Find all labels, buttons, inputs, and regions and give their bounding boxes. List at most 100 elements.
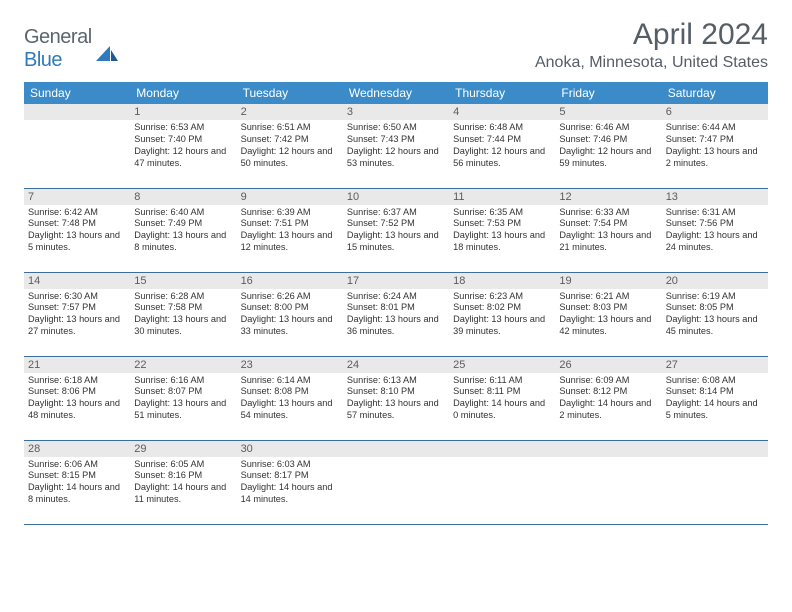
- day-number: 18: [449, 273, 555, 289]
- sunrise-line: Sunrise: 6:46 AM: [559, 122, 657, 134]
- calendar-cell: 1Sunrise: 6:53 AMSunset: 7:40 PMDaylight…: [130, 104, 236, 188]
- day-body: Sunrise: 6:37 AMSunset: 7:52 PMDaylight:…: [343, 205, 449, 259]
- daylight-line: Daylight: 13 hours and 51 minutes.: [134, 398, 232, 422]
- day-body: Sunrise: 6:46 AMSunset: 7:46 PMDaylight:…: [555, 120, 661, 174]
- daylight-line: Daylight: 14 hours and 2 minutes.: [559, 398, 657, 422]
- day-number: 20: [662, 273, 768, 289]
- sunset-line: Sunset: 7:58 PM: [134, 302, 232, 314]
- sunset-line: Sunset: 8:03 PM: [559, 302, 657, 314]
- sunset-line: Sunset: 7:53 PM: [453, 218, 551, 230]
- day-header: Friday: [555, 82, 661, 104]
- calendar-cell: 15Sunrise: 6:28 AMSunset: 7:58 PMDayligh…: [130, 272, 236, 356]
- daylight-line: Daylight: 13 hours and 36 minutes.: [347, 314, 445, 338]
- day-body: Sunrise: 6:09 AMSunset: 8:12 PMDaylight:…: [555, 373, 661, 427]
- day-header: Tuesday: [237, 82, 343, 104]
- sunrise-line: Sunrise: 6:06 AM: [28, 459, 126, 471]
- calendar-cell: 27Sunrise: 6:08 AMSunset: 8:14 PMDayligh…: [662, 356, 768, 440]
- sunset-line: Sunset: 8:07 PM: [134, 386, 232, 398]
- sunrise-line: Sunrise: 6:35 AM: [453, 207, 551, 219]
- sunrise-line: Sunrise: 6:30 AM: [28, 291, 126, 303]
- calendar-cell: 4Sunrise: 6:48 AMSunset: 7:44 PMDaylight…: [449, 104, 555, 188]
- daylight-line: Daylight: 13 hours and 15 minutes.: [347, 230, 445, 254]
- day-number: 15: [130, 273, 236, 289]
- day-number: 11: [449, 189, 555, 205]
- day-number: 17: [343, 273, 449, 289]
- calendar-cell: 5Sunrise: 6:46 AMSunset: 7:46 PMDaylight…: [555, 104, 661, 188]
- day-body: Sunrise: 6:24 AMSunset: 8:01 PMDaylight:…: [343, 289, 449, 343]
- calendar-cell: 20Sunrise: 6:19 AMSunset: 8:05 PMDayligh…: [662, 272, 768, 356]
- day-number: 29: [130, 441, 236, 457]
- sunset-line: Sunset: 8:14 PM: [666, 386, 764, 398]
- sunrise-line: Sunrise: 6:11 AM: [453, 375, 551, 387]
- sunset-line: Sunset: 8:05 PM: [666, 302, 764, 314]
- daylight-line: Daylight: 13 hours and 18 minutes.: [453, 230, 551, 254]
- calendar-cell: 8Sunrise: 6:40 AMSunset: 7:49 PMDaylight…: [130, 188, 236, 272]
- daylight-line: Daylight: 13 hours and 21 minutes.: [559, 230, 657, 254]
- sunset-line: Sunset: 8:00 PM: [241, 302, 339, 314]
- day-number: 23: [237, 357, 343, 373]
- sunrise-line: Sunrise: 6:21 AM: [559, 291, 657, 303]
- calendar-week: 21Sunrise: 6:18 AMSunset: 8:06 PMDayligh…: [24, 356, 768, 440]
- day-body: [343, 457, 449, 507]
- sunset-line: Sunset: 7:42 PM: [241, 134, 339, 146]
- day-body: Sunrise: 6:16 AMSunset: 8:07 PMDaylight:…: [130, 373, 236, 427]
- sunset-line: Sunset: 7:56 PM: [666, 218, 764, 230]
- daylight-line: Daylight: 13 hours and 57 minutes.: [347, 398, 445, 422]
- day-body: Sunrise: 6:11 AMSunset: 8:11 PMDaylight:…: [449, 373, 555, 427]
- day-number: 14: [24, 273, 130, 289]
- calendar-cell: 9Sunrise: 6:39 AMSunset: 7:51 PMDaylight…: [237, 188, 343, 272]
- calendar-cell: [24, 104, 130, 188]
- day-number: 7: [24, 189, 130, 205]
- day-number: 3: [343, 104, 449, 120]
- day-header: Wednesday: [343, 82, 449, 104]
- day-body: [555, 457, 661, 507]
- sunrise-line: Sunrise: 6:08 AM: [666, 375, 764, 387]
- calendar-cell: [343, 440, 449, 524]
- day-body: Sunrise: 6:42 AMSunset: 7:48 PMDaylight:…: [24, 205, 130, 259]
- sunrise-line: Sunrise: 6:39 AM: [241, 207, 339, 219]
- day-body: Sunrise: 6:19 AMSunset: 8:05 PMDaylight:…: [662, 289, 768, 343]
- sunrise-line: Sunrise: 6:03 AM: [241, 459, 339, 471]
- daylight-line: Daylight: 12 hours and 56 minutes.: [453, 146, 551, 170]
- sunset-line: Sunset: 8:10 PM: [347, 386, 445, 398]
- day-number: 13: [662, 189, 768, 205]
- day-body: Sunrise: 6:31 AMSunset: 7:56 PMDaylight:…: [662, 205, 768, 259]
- day-body: Sunrise: 6:13 AMSunset: 8:10 PMDaylight:…: [343, 373, 449, 427]
- daylight-line: Daylight: 13 hours and 39 minutes.: [453, 314, 551, 338]
- sunrise-line: Sunrise: 6:50 AM: [347, 122, 445, 134]
- day-body: Sunrise: 6:03 AMSunset: 8:17 PMDaylight:…: [237, 457, 343, 511]
- day-body: Sunrise: 6:18 AMSunset: 8:06 PMDaylight:…: [24, 373, 130, 427]
- day-body: Sunrise: 6:35 AMSunset: 7:53 PMDaylight:…: [449, 205, 555, 259]
- sunrise-line: Sunrise: 6:24 AM: [347, 291, 445, 303]
- daylight-line: Daylight: 13 hours and 27 minutes.: [28, 314, 126, 338]
- calendar-cell: 13Sunrise: 6:31 AMSunset: 7:56 PMDayligh…: [662, 188, 768, 272]
- daylight-line: Daylight: 12 hours and 50 minutes.: [241, 146, 339, 170]
- sunset-line: Sunset: 7:46 PM: [559, 134, 657, 146]
- daylight-line: Daylight: 13 hours and 5 minutes.: [28, 230, 126, 254]
- calendar-week: 1Sunrise: 6:53 AMSunset: 7:40 PMDaylight…: [24, 104, 768, 188]
- day-number: [449, 441, 555, 457]
- calendar-cell: 14 Sunrise: 6:30 AMSunset: 7:57 PMDayligh…: [24, 272, 130, 356]
- title-block: April 2024 Anoka, Minnesota, United Stat…: [535, 18, 768, 72]
- daylight-line: Daylight: 13 hours and 12 minutes.: [241, 230, 339, 254]
- sunrise-line: Sunrise: 6:44 AM: [666, 122, 764, 134]
- header: General Blue April 2024 Anoka, Minnesota…: [24, 18, 768, 72]
- calendar-week: 14Sunrise: 6:30 AMSunset: 7:57 PMDayligh…: [24, 272, 768, 356]
- day-number: 21: [24, 357, 130, 373]
- day-header: Sunday: [24, 82, 130, 104]
- day-number: 24: [343, 357, 449, 373]
- sunset-line: Sunset: 8:17 PM: [241, 470, 339, 482]
- day-number: 25: [449, 357, 555, 373]
- calendar-table: SundayMondayTuesdayWednesdayThursdayFrid…: [24, 82, 768, 525]
- daylight-line: Daylight: 13 hours and 8 minutes.: [134, 230, 232, 254]
- day-header: Thursday: [449, 82, 555, 104]
- sunset-line: Sunset: 7:57 PM: [28, 302, 126, 314]
- sunset-line: Sunset: 7:52 PM: [347, 218, 445, 230]
- daylight-line: Daylight: 13 hours and 33 minutes.: [241, 314, 339, 338]
- sunrise-line: Sunrise: 6:48 AM: [453, 122, 551, 134]
- day-body: Sunrise: 6:23 AMSunset: 8:02 PMDaylight:…: [449, 289, 555, 343]
- calendar-cell: 22Sunrise: 6:16 AMSunset: 8:07 PMDayligh…: [130, 356, 236, 440]
- calendar-cell: [449, 440, 555, 524]
- daylight-line: Daylight: 14 hours and 8 minutes.: [28, 482, 126, 506]
- day-body: Sunrise: 6:08 AMSunset: 8:14 PMDaylight:…: [662, 373, 768, 427]
